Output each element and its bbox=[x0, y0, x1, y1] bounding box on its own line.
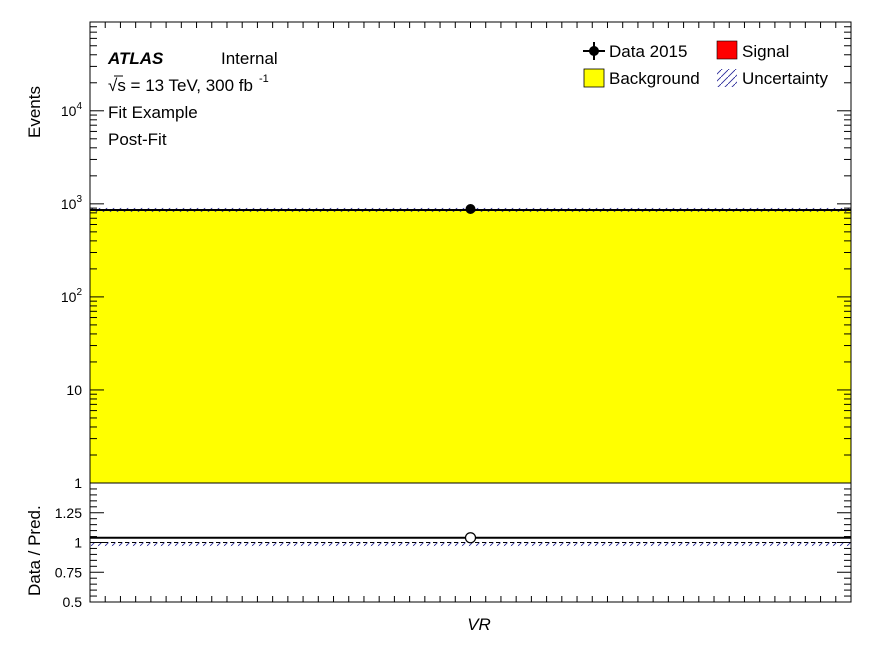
legend-data-marker bbox=[589, 46, 599, 56]
atlas-label-block: ATLAS Internal √s = 13 TeV, 300 fb -1 Fit… bbox=[107, 49, 278, 149]
ratio-y-tick-label: 1.25 bbox=[55, 505, 82, 521]
legend-data-label: Data 2015 bbox=[609, 42, 687, 61]
legend-uncertainty-label: Uncertainty bbox=[742, 69, 828, 88]
internal-label: Internal bbox=[221, 49, 278, 68]
main-y-tick-label: 102 bbox=[61, 287, 83, 305]
ratio-point bbox=[464, 532, 477, 544]
ratio-y-tick-label: 0.75 bbox=[55, 564, 82, 580]
legend-entry-background: Background bbox=[583, 68, 700, 88]
main-y-tick-label: 104 bbox=[61, 101, 83, 119]
main-plot-area: 1 10 102 103 104 bbox=[61, 21, 852, 491]
main-y-tick-label: 103 bbox=[61, 194, 83, 212]
main-y-axis-label: Events bbox=[25, 86, 44, 138]
background-bar bbox=[90, 209, 851, 483]
fit-example-label: Fit Example bbox=[108, 103, 198, 122]
post-fit-label: Post-Fit bbox=[108, 130, 167, 149]
legend-entry-uncertainty: Uncertainty bbox=[717, 69, 828, 88]
legend-signal-label: Signal bbox=[742, 42, 789, 61]
legend-uncertainty-swatch bbox=[717, 69, 737, 87]
energy-lumi-text: √s = 13 TeV, 300 fb bbox=[108, 76, 253, 95]
ratio-y-axis-label: Data / Pred. bbox=[25, 505, 44, 596]
legend-entry-signal: Signal bbox=[716, 40, 789, 61]
main-y-tick-label: 10 bbox=[66, 382, 82, 398]
legend-background-swatch bbox=[583, 68, 605, 88]
energy-lumi-label: √s = 13 TeV, 300 fb -1 bbox=[108, 73, 269, 95]
x-axis-label: VR bbox=[467, 615, 491, 634]
main-y-tick-label: 1 bbox=[74, 475, 82, 491]
legend: Data 2015 Signal Background Uncertainty bbox=[583, 40, 828, 88]
ratio-uncertainty-band bbox=[90, 542, 851, 547]
legend-entry-data: Data 2015 bbox=[583, 42, 687, 61]
atlas-label: ATLAS bbox=[107, 49, 164, 68]
ratio-plot-area: 0.5 0.75 1 1.25 bbox=[55, 482, 852, 610]
lumi-exponent: -1 bbox=[259, 73, 269, 85]
ratio-y-tick-label: 0.5 bbox=[63, 594, 83, 610]
data-point bbox=[465, 204, 476, 215]
ratio-y-tick-label: 1 bbox=[74, 535, 82, 551]
legend-signal-swatch bbox=[716, 40, 738, 60]
legend-background-label: Background bbox=[609, 69, 700, 88]
